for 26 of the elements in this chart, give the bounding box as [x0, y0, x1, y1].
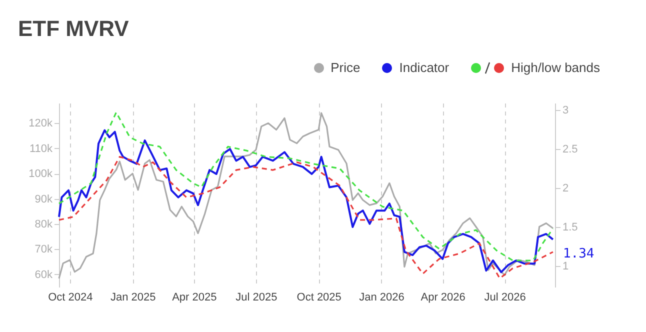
x-tick-label: Oct 2025 [296, 292, 342, 304]
y2-tick-label: 1.5 [562, 221, 578, 234]
y-tick-label: 80k [34, 218, 53, 230]
legend-label: High/low bands [511, 60, 600, 75]
x-tick-label: Jan 2026 [359, 292, 404, 304]
y-tick-label: 60k [34, 268, 53, 281]
x-tick-label: Jan 2025 [110, 292, 156, 304]
y-tick-label: 90k [34, 193, 53, 206]
data-label: 1.34 [562, 246, 594, 262]
y-tick-label: 120k [28, 118, 53, 130]
y-tick-label: 70k [34, 244, 53, 256]
legend-label: Price [330, 60, 360, 75]
y-tick-label: 110k [29, 142, 53, 155]
legend-label: Indicator [399, 60, 450, 75]
y2-tick-label: 3 [562, 104, 569, 117]
x-tick-label: Apr 2026 [420, 292, 466, 304]
x-tick-label: Apr 2025 [172, 292, 217, 304]
x-tick-label: Oct 2024 [48, 292, 93, 304]
chart-title: ETF MVRV [18, 16, 129, 42]
line-series [58, 156, 554, 280]
x-tick-label: Jul 2026 [484, 292, 526, 304]
x-tick-label: Jul 2025 [236, 292, 278, 304]
y2-tick-label: 1 [562, 260, 569, 272]
y-tick-label: 100k [28, 168, 53, 180]
y2-tick-label: 2.5 [562, 144, 578, 156]
y2-tick-label: 2 [562, 182, 569, 194]
